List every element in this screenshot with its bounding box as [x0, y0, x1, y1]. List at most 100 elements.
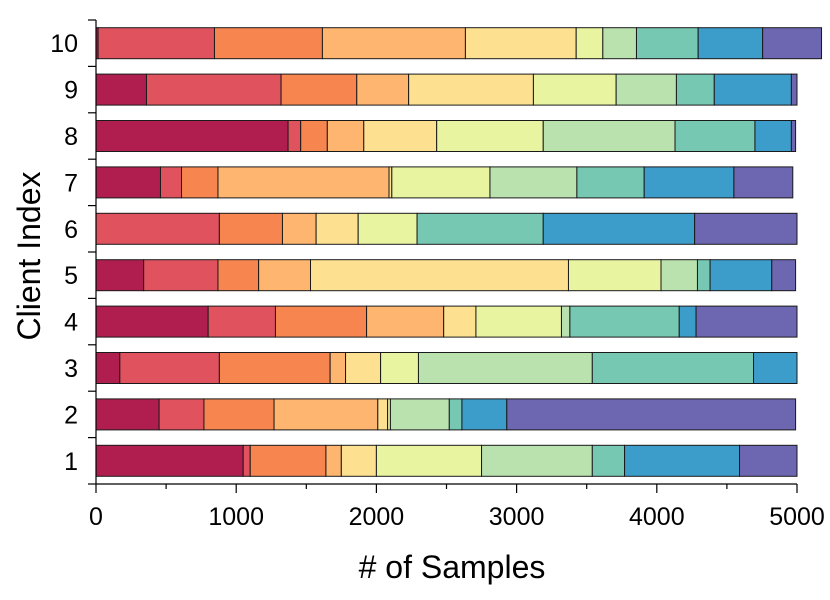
bar-segment-client-5-part-8 [696, 259, 711, 292]
bar-segment-client-1-part-5 [340, 444, 377, 477]
bar-segment-client-1-part-2 [242, 444, 251, 477]
bar-segment-client-4-part-7 [560, 305, 571, 338]
y-tick-label: 1 [64, 448, 78, 476]
bar-segment-client-5-part-3 [217, 259, 260, 292]
x-tick-label: 4000 [629, 503, 685, 531]
bar-segment-client-4-part-6 [475, 305, 562, 338]
bar-segment-client-8-part-7 [542, 120, 676, 152]
bar-segment-client-3-part-7 [417, 352, 593, 384]
bar-segment-client-6-part-9 [542, 212, 696, 245]
bar-segment-client-3-part-1 [95, 352, 121, 384]
y-tick-label: 2 [64, 401, 78, 429]
y-tick-label: 4 [64, 309, 78, 337]
bar-segment-client-6-part-6 [357, 212, 418, 245]
bar-segment-client-2-part-1 [95, 398, 160, 431]
bar-segment-client-2-part-4 [273, 398, 379, 431]
y-tick-label: 7 [64, 169, 78, 197]
y-axis-title: Client Index [11, 172, 47, 341]
bar-segment-client-9-part-1 [95, 73, 147, 106]
bar-segment-client-3-part-2 [119, 352, 220, 384]
bar-segment-client-2-part-8 [448, 398, 463, 431]
bar-segment-client-7-part-6 [391, 166, 491, 199]
y-tick-label: 10 [50, 30, 78, 58]
bar-segment-client-4-part-3 [274, 305, 368, 338]
bar-segment-client-5-part-4 [258, 259, 312, 292]
bar-segment-client-6-part-5 [315, 212, 359, 245]
bar-segment-client-6-part-2 [95, 212, 220, 245]
bar-segment-client-9-part-7 [615, 73, 677, 106]
bars-layer [95, 27, 823, 477]
bar-segment-client-6-part-8 [416, 212, 544, 245]
bar-segment-client-4-part-1 [95, 305, 209, 338]
bar-segment-client-10-part-9 [697, 27, 764, 60]
bar-segment-client-10-part-6 [575, 27, 604, 60]
bar-segment-client-9-part-8 [675, 73, 715, 106]
bar-segment-client-9-part-3 [280, 73, 358, 106]
bar-segment-client-4-part-4 [366, 305, 445, 338]
axes-layer: 1 2 3 4 5 6 7 8 9 10 0 1000 2000 3000 4000 5000 [50, 19, 825, 531]
bar-segment-client-7-part-3 [181, 166, 219, 199]
bar-segment-client-5-part-9 [709, 259, 773, 292]
bar-segment-client-6-part-3 [218, 212, 283, 245]
bar-segment-client-4-part-9 [678, 305, 697, 338]
bar-segment-client-9-part-10 [790, 73, 798, 106]
bar-segment-client-9-part-4 [356, 73, 410, 106]
bar-segment-client-8-part-9 [754, 120, 792, 152]
bar-segment-client-5-part-10 [771, 259, 797, 292]
bar-segment-client-3-part-9 [753, 352, 798, 384]
bar-segment-client-5-part-6 [567, 259, 662, 292]
bar-segment-client-1-part-1 [95, 444, 244, 477]
x-tick-label: 1000 [208, 503, 264, 531]
x-tick-label: 2000 [349, 503, 405, 531]
bar-segment-client-10-part-10 [762, 27, 823, 60]
bar-segment-client-2-part-7 [389, 398, 450, 431]
bar-segment-client-4-part-10 [695, 305, 798, 338]
bar-segment-client-9-part-6 [532, 73, 617, 106]
bar-segment-client-5-part-1 [95, 259, 145, 292]
bar-segment-client-1-part-6 [375, 444, 483, 477]
bar-segment-client-3-part-5 [345, 352, 382, 384]
bar-segment-client-3-part-3 [218, 352, 331, 384]
bar-segment-client-3-part-6 [380, 352, 419, 384]
bar-segment-client-8-part-1 [95, 120, 289, 152]
bar-segment-client-10-part-2 [97, 27, 215, 60]
x-tick-label: 0 [89, 503, 103, 531]
bar-segment-client-2-part-3 [203, 398, 275, 431]
bar-segment-client-7-part-1 [95, 166, 161, 199]
bar-segment-client-7-part-4 [217, 166, 390, 199]
bar-segment-client-8-part-4 [326, 120, 365, 152]
bar-segment-client-1-part-3 [249, 444, 327, 477]
bar-segment-client-9-part-9 [713, 73, 792, 106]
bar-segment-client-8-part-5 [363, 120, 438, 152]
bar-segment-client-2-part-5 [377, 398, 389, 431]
x-tick-label: 3000 [489, 503, 545, 531]
bar-segment-client-3-part-8 [591, 352, 755, 384]
bar-segment-client-10-part-7 [602, 27, 637, 60]
bar-segment-client-10-part-3 [213, 27, 323, 60]
bar-segment-client-1-part-8 [591, 444, 626, 477]
bar-segment-client-7-part-10 [733, 166, 794, 199]
bar-segment-client-5-part-2 [143, 259, 219, 292]
bar-segment-client-9-part-2 [145, 73, 282, 106]
y-tick-label: 6 [64, 216, 78, 244]
bar-segment-client-8-part-6 [436, 120, 544, 152]
bar-segment-client-8-part-10 [790, 120, 797, 152]
bar-segment-client-1-part-9 [624, 444, 741, 477]
y-tick-label: 9 [64, 77, 78, 105]
bar-segment-client-8-part-3 [300, 120, 328, 152]
bar-segment-client-5-part-5 [310, 259, 569, 292]
x-tick-label: 5000 [769, 503, 825, 531]
bar-segment-client-8-part-8 [674, 120, 756, 152]
bar-segment-client-2-part-10 [506, 398, 797, 431]
bar-segment-client-1-part-4 [325, 444, 342, 477]
bar-segment-client-10-part-4 [321, 27, 466, 60]
bar-segment-client-9-part-5 [408, 73, 534, 106]
bar-segment-client-1-part-10 [739, 444, 798, 477]
x-axis-title: # of Samples [359, 549, 546, 585]
y-tick-label: 5 [64, 262, 78, 290]
bar-segment-client-7-part-2 [159, 166, 183, 199]
bar-segment-client-7-part-8 [576, 166, 645, 199]
bar-segment-client-4-part-2 [207, 305, 276, 338]
bar-segment-client-4-part-8 [569, 305, 680, 338]
bar-segment-client-2-part-2 [158, 398, 205, 431]
